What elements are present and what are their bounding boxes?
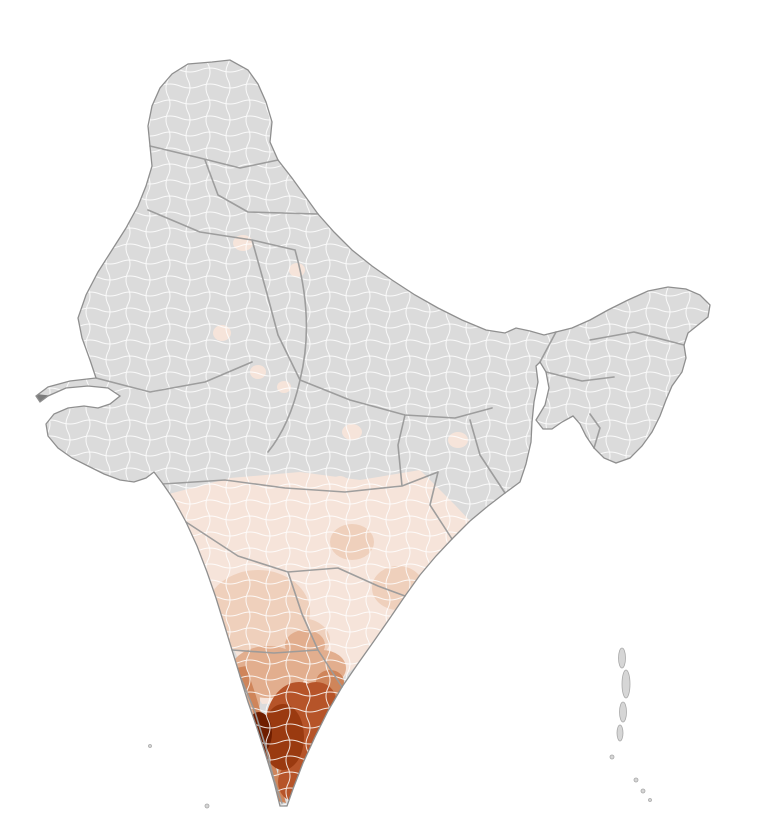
island[interactable] [619, 701, 627, 723]
island[interactable] [621, 669, 631, 699]
island[interactable] [148, 744, 152, 748]
island[interactable] [618, 647, 626, 669]
andaman-nicobar-islands[interactable] [609, 647, 652, 802]
island[interactable] [633, 777, 639, 783]
island[interactable] [640, 788, 646, 794]
island[interactable] [648, 798, 652, 802]
lakshadweep-islands[interactable] [148, 744, 210, 809]
island[interactable] [609, 754, 615, 760]
island[interactable] [616, 724, 624, 742]
island[interactable] [204, 803, 210, 809]
state-borders [95, 145, 685, 804]
